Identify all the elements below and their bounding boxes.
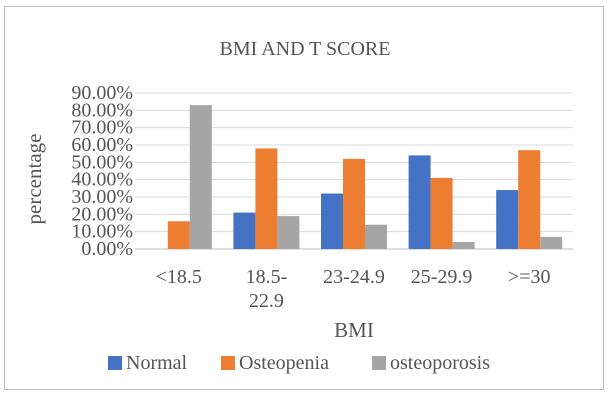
bar-normal-3 <box>408 155 431 249</box>
chart-title: BMI AND T SCORE <box>220 38 391 60</box>
bar-normal-4 <box>496 190 519 249</box>
bars <box>167 105 563 249</box>
bar-normal-2 <box>321 193 343 249</box>
bar-osteoporosis-0 <box>189 105 212 249</box>
y-tick-label: 40.00% <box>71 169 133 191</box>
x-category-label: >=30 <box>508 266 551 288</box>
bar-osteoporosis-4 <box>540 236 563 249</box>
bar-osteopenia-4 <box>518 150 541 249</box>
chart-frame: BMI AND T SCORE percentage BMI 0.00% 10.0… <box>4 6 604 390</box>
y-tick-label: 60.00% <box>71 134 133 156</box>
legend: Normal Osteopenia osteoporosis <box>108 352 490 374</box>
y-tick-label: 90.00% <box>71 82 133 104</box>
legend-swatch-normal <box>108 356 122 370</box>
legend-label-osteoporosis: osteoporosis <box>390 352 490 374</box>
y-tick-label: 30.00% <box>71 186 133 208</box>
y-axis-title: percentage <box>22 134 46 225</box>
y-axis-ticks: 0.00%10.00%20.00%30.00%40.00%50.00%60.00… <box>71 82 133 260</box>
y-tick-label: 70.00% <box>71 117 133 139</box>
y-tick-label: 10.00% <box>71 221 133 243</box>
bar-osteoporosis-1 <box>277 216 300 249</box>
bar-osteopenia-0 <box>167 221 190 249</box>
y-tick-label: 50.00% <box>71 151 133 173</box>
legend-label-osteopenia: Osteopenia <box>239 352 329 374</box>
y-tick-label: 80.00% <box>71 99 133 121</box>
x-category-label: 25-29.9 <box>411 266 473 288</box>
bar-osteoporosis-3 <box>452 242 475 249</box>
bar-osteopenia-2 <box>343 158 365 249</box>
bar-normal-1 <box>233 212 256 249</box>
y-tick-label: 20.00% <box>71 203 133 225</box>
x-category-label: 18.5-22.9 <box>246 266 288 312</box>
x-category-label: 23-24.9 <box>323 266 385 288</box>
bar-osteopenia-1 <box>255 148 278 249</box>
x-axis-title: BMI <box>334 318 374 342</box>
bar-osteopenia-3 <box>430 177 453 249</box>
x-category-label: <18.5 <box>156 266 202 288</box>
legend-swatch-osteoporosis <box>372 356 386 370</box>
legend-label-normal: Normal <box>126 352 188 374</box>
bar-chart: BMI AND T SCORE percentage BMI 0.00%10.0… <box>22 38 573 374</box>
bar-osteoporosis-2 <box>365 224 387 249</box>
y-tick-label: 0.00% <box>81 238 133 260</box>
legend-swatch-osteopenia <box>221 356 235 370</box>
x-axis-categories: <18.5 18.5-22.9 23-24.9 25-29.9 >=30 <box>156 266 551 312</box>
